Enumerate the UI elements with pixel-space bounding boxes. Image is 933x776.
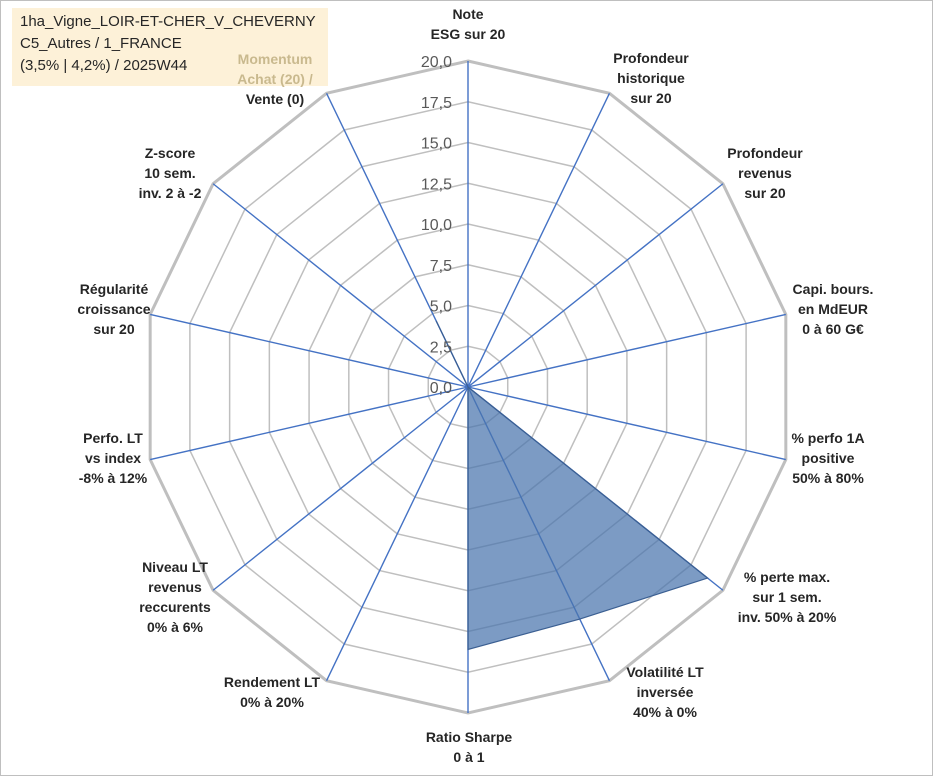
axis-label: Capi. bours. (793, 281, 874, 297)
axis-label: revenus (148, 579, 202, 595)
axis-label: inv. 50% à 20% (738, 609, 837, 625)
axis-label: Ratio Sharpe (426, 729, 513, 745)
axis-label: inv. 2 à -2 (139, 185, 202, 201)
axis-label: reccurents (139, 599, 211, 615)
series-area (435, 320, 709, 651)
axis-label: historique (617, 70, 685, 86)
axis-label: sur 20 (93, 321, 134, 337)
axis-label: 0 à 1 (453, 749, 484, 765)
axis-label: -8% à 12% (79, 470, 148, 486)
axis-label: Rendement LT (224, 674, 321, 690)
radar-tick-labels: 0,0 2,5 5,0 7,5 10,0 12,5 15,0 17,5 20,0 (421, 54, 452, 397)
axis-label: % perfo 1A (791, 430, 864, 446)
axis-label: croissance (77, 301, 150, 317)
axis-label: sur 20 (630, 90, 671, 106)
axis-label: 40% à 0% (633, 704, 697, 720)
axis-spoke (467, 183, 724, 388)
axis-label: Volatilité LT (626, 664, 704, 680)
axis-spoke (212, 386, 469, 591)
tick-label: 20,0 (421, 54, 452, 71)
axis-label: 0% à 6% (147, 619, 204, 635)
axis-label: 0 à 60 G€ (802, 321, 864, 337)
axis-label: ESG sur 20 (431, 26, 506, 42)
axis-label: inversée (637, 684, 694, 700)
radar-axis-labels: Note ESG sur 20 Profondeur historique sur 20… (77, 6, 873, 765)
tick-label: 17,5 (421, 95, 452, 112)
axis-label: 50% à 80% (792, 470, 864, 486)
axis-label: Niveau LT (142, 559, 208, 575)
axis-label: Z-score (145, 145, 196, 161)
axis-label: Régularité (80, 281, 149, 297)
axis-label: revenus (738, 165, 792, 181)
info-category: C5_Autres / 1_FRANCE (20, 35, 182, 52)
info-box: 1ha_Vigne_LOIR-ET-CHER_V_CHEVERNY C5_Aut… (12, 8, 328, 86)
axis-label: 10 sem. (144, 165, 195, 181)
axis-label: Momentum (238, 51, 313, 67)
axis-label: Perfo. LT (83, 430, 143, 446)
axis-spoke (467, 92, 611, 388)
axis-label: Profondeur (613, 50, 689, 66)
axis-label: % perte max. (744, 569, 830, 585)
info-stats: (3,5% | 4,2%) / 2025W44 (20, 57, 188, 74)
axis-spoke (212, 183, 469, 388)
tick-label: 7,5 (430, 258, 452, 275)
axis-spoke (325, 386, 469, 682)
axis-label: 0% à 20% (240, 694, 304, 710)
axis-label: sur 1 sem. (752, 589, 821, 605)
tick-label: 5,0 (430, 299, 452, 316)
tick-label: 0,0 (430, 380, 452, 397)
info-title: 1ha_Vigne_LOIR-ET-CHER_V_CHEVERNY (20, 13, 316, 30)
axis-spoke (150, 386, 469, 461)
axis-spoke (467, 313, 786, 388)
tick-label: 2,5 (430, 339, 452, 356)
axis-label: sur 20 (744, 185, 785, 201)
axis-label: Vente (0) (246, 91, 304, 107)
axis-label: vs index (85, 450, 141, 466)
tick-label: 12,5 (421, 176, 452, 193)
axis-label: positive (802, 450, 855, 466)
axis-label: Profondeur (727, 145, 803, 161)
axis-label: Achat (20) / (237, 71, 313, 87)
tick-label: 10,0 (421, 217, 452, 234)
radar-series (435, 320, 709, 651)
axis-spoke (150, 313, 469, 388)
tick-label: 15,0 (421, 136, 452, 153)
axis-label: en MdEUR (798, 301, 868, 317)
axis-spoke (467, 386, 786, 461)
axis-label: Note (452, 6, 483, 22)
